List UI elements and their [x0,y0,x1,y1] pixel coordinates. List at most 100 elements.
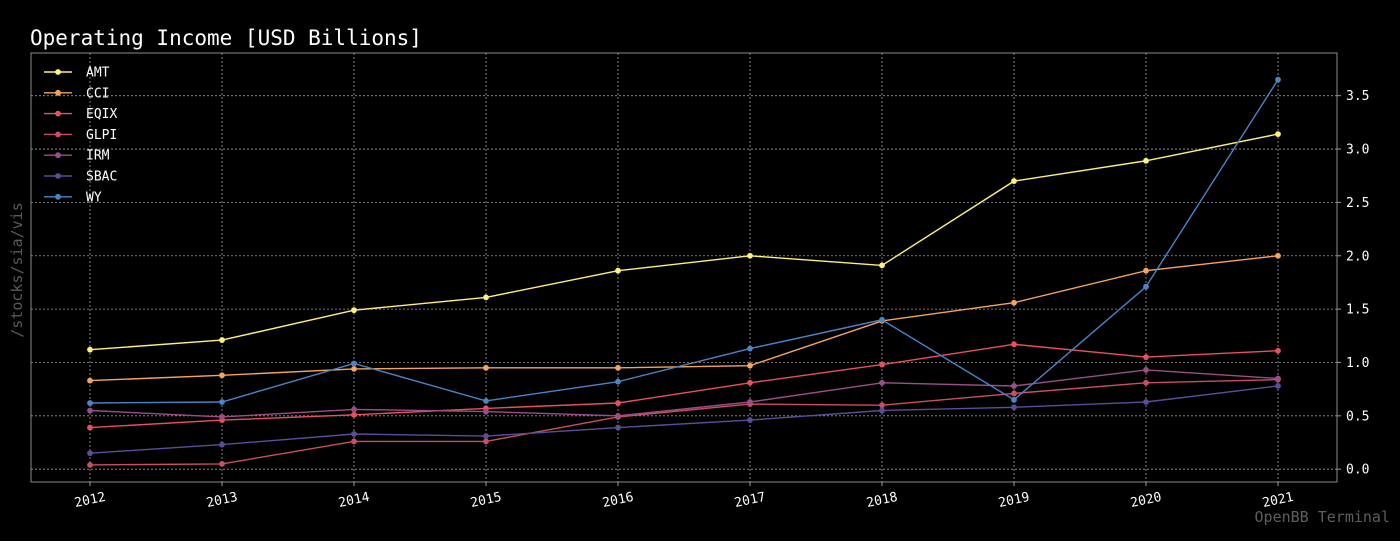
y-tick-label: 3.5 [1346,89,1369,104]
legend-item-sbac: SBAC [44,170,117,185]
data-point-irm [1011,383,1017,389]
data-point-cci [747,362,753,369]
x-tick-label: 2014 [337,490,371,511]
series-eqix [87,341,1281,431]
data-point-eqix [1011,341,1017,348]
data-point-sbac [219,441,225,448]
data-point-sbac [615,424,621,431]
data-point-wy [879,316,885,323]
y-tick-label: 3.0 [1346,143,1369,158]
y-tick-label: 2.5 [1346,196,1369,211]
legend-marker [55,173,61,179]
data-point-amt [87,346,93,353]
legend-item-wy: WY [44,190,102,205]
data-point-cci [351,365,357,372]
data-point-cci [483,364,489,371]
data-point-sbac [747,417,753,424]
series-line-cci [89,255,1279,382]
legend-marker [55,110,61,117]
legend-item-irm: IRM [44,149,110,164]
legend-item-glpi: GLPI [44,128,117,143]
legend-marker [55,131,61,138]
legend: AMT CCI EQIX GLPI IRM SBAC WY [44,66,117,205]
data-point-amt [483,294,489,301]
series-wy [87,76,1281,406]
x-tick-label: 2015 [469,490,503,511]
data-point-irm [351,406,357,413]
data-point-amt [351,307,357,314]
data-point-sbac [879,407,885,414]
data-point-amt [1275,131,1281,138]
data-point-cci [1143,267,1149,274]
series-line-sbac [89,385,1279,454]
legend-label: AMT [86,66,110,81]
legend-item-eqix: EQIX [44,107,117,122]
data-point-wy [87,400,93,406]
y-tick-label: 0.0 [1346,463,1369,478]
data-point-eqix [1143,354,1149,361]
x-tick-label: 2016 [601,490,635,511]
data-point-glpi [351,438,357,445]
data-point-cci [1275,252,1281,259]
data-point-glpi [1143,379,1149,386]
data-point-amt [747,252,753,259]
data-point-irm [879,379,885,386]
data-point-sbac [1011,404,1017,411]
y-tick-label: 1.0 [1346,356,1369,371]
data-point-amt [615,267,621,274]
series-amt [87,131,1281,353]
data-point-wy [483,397,489,404]
legend-label: WY [86,190,102,205]
data-point-wy [1275,76,1281,83]
data-point-cci [615,364,621,371]
watermark: OpenBB Terminal [1255,508,1390,526]
data-point-irm [747,399,753,405]
series-irm [87,367,1281,420]
legend-label: IRM [86,149,110,164]
x-tick-label: 2018 [865,490,899,511]
legend-marker [55,69,61,75]
data-point-eqix [1275,347,1281,354]
series-layer [87,76,1281,468]
series-line-wy [89,79,1279,404]
data-point-eqix [747,379,753,386]
grid [31,53,1337,482]
data-point-irm [1275,375,1281,382]
data-point-cci [219,372,225,379]
data-point-eqix [87,424,93,431]
data-point-eqix [879,361,885,368]
x-tick-label: 2013 [205,490,239,511]
legend-label: GLPI [86,128,117,143]
legend-item-cci: CCI [44,86,109,101]
x-tick-label: 2020 [1129,490,1163,511]
data-point-sbac [87,450,93,457]
legend-label: EQIX [86,107,117,122]
data-point-sbac [351,431,357,437]
data-point-wy [747,345,753,352]
data-point-wy [615,378,621,385]
x-tick-label: 2017 [733,490,767,511]
y-tick-label: 1.5 [1346,303,1369,318]
data-point-glpi [219,460,225,467]
series-line-amt [89,133,1279,351]
data-point-amt [1011,178,1017,184]
data-point-wy [1011,396,1017,403]
legend-marker [55,89,61,96]
legend-marker [55,152,61,159]
series-cci [87,252,1281,384]
data-point-irm [219,414,225,420]
data-point-sbac [1275,383,1281,389]
legend-label: SBAC [86,170,117,185]
data-point-wy [1143,283,1149,290]
data-point-amt [219,337,225,343]
x-tick-label: 2012 [73,490,107,511]
series-line-glpi [89,378,1279,466]
data-point-irm [87,407,93,414]
y-tick-label: 2.0 [1346,249,1369,264]
data-point-irm [483,408,489,415]
chart-title: Operating Income [USD Billions] [30,26,422,50]
data-point-sbac [483,433,489,440]
command-path-label: /stocks/sia/vis [8,202,26,337]
series-line-irm [89,369,1279,418]
data-point-glpi [87,462,93,468]
